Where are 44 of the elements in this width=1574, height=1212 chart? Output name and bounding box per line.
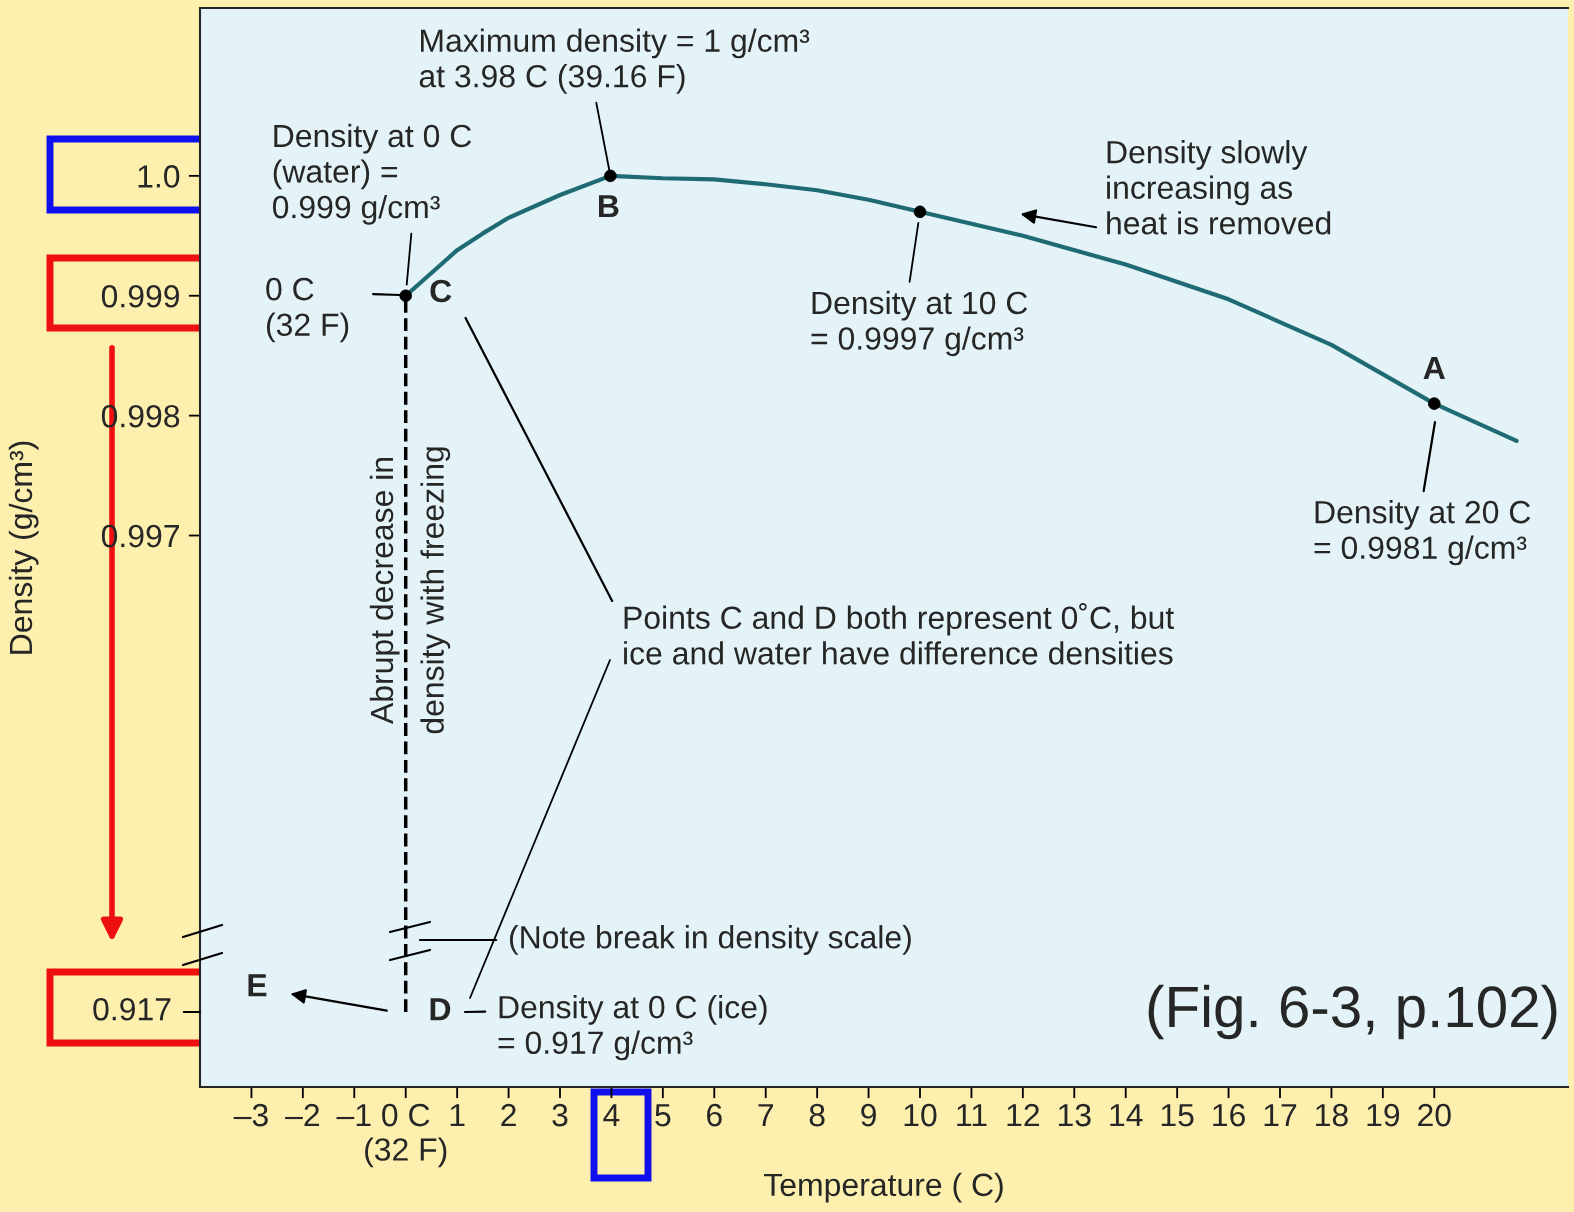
annotation: Density at 10 C = 0.9997 g/cm³ [811,290,1028,357]
x-tick-label: 5 [655,1104,671,1127]
annotation: Points C and D both represent 0˚C, but ice and water have difference densities [624,603,1174,665]
annotation: (Fig. 6-3, p.102) [1148,984,1557,1040]
y-tick-label: 1.0 [138,165,180,188]
text: 0.917 [93,997,171,1021]
annotation: C [430,279,452,303]
y-tick-label: 0.999 [101,285,180,308]
annotation: 0 C (32 F) [266,277,349,343]
y-axis-title: Density (g/cm³) [8,441,39,654]
x-tick-label: 8 [809,1103,825,1127]
x-tick-label: 13 [1058,1103,1091,1127]
annotation: Abrupt decrease in density with freezing [369,447,451,734]
x-tick-label: 6 [707,1103,722,1127]
annotation: B [599,195,619,218]
x-tick-label: 15 [1161,1104,1194,1127]
x-tick-label: 4 [603,1104,620,1127]
x-tick-label: 10 [904,1103,937,1127]
x-tick-label: 9 [861,1103,876,1127]
x-tick-label: 7 [758,1104,773,1127]
x-tick-label: –1 [336,1104,371,1127]
x-tick-label: 20 [1418,1103,1451,1127]
x-tick-label: 16 [1213,1103,1245,1127]
x-tick-label: 11 [957,1104,987,1127]
annotation: E [248,974,267,997]
x-tick-label: 18 [1316,1103,1348,1127]
x-tick-label: 14 [1110,1104,1143,1127]
x-axis-title: Temperature ( C) [764,1172,1003,1203]
x-tick-label: 17 [1264,1104,1297,1127]
annotation: Maximum density = 1 g/cm³ at 3.98 C (39.16 F) [419,28,810,94]
x-tick-label: 3 [552,1103,568,1127]
x-tick-label: –2 [285,1103,320,1127]
annotation: Density at 20 C = 0.9981 g/cm³ [1314,500,1531,566]
annotation: A [1423,356,1445,379]
annotation: (Note break in density scale) [509,925,911,955]
x-tick-label: 12 [1007,1103,1040,1127]
x-tick-label: –3 [233,1103,268,1127]
annotation: Density at 0 C (water) = 0.999 g/cm³ [272,123,472,225]
x-tick-label: 1 [450,1104,465,1127]
annotation: Density slowly increasing as heat is removed [1107,140,1331,235]
annotation: Density at 0 C (ice) = 0.917 g/cm³ [498,995,767,1061]
annotation: D [430,998,451,1021]
x-tick-label: 19 [1367,1103,1400,1127]
x-tick-label: 2 [501,1103,516,1127]
